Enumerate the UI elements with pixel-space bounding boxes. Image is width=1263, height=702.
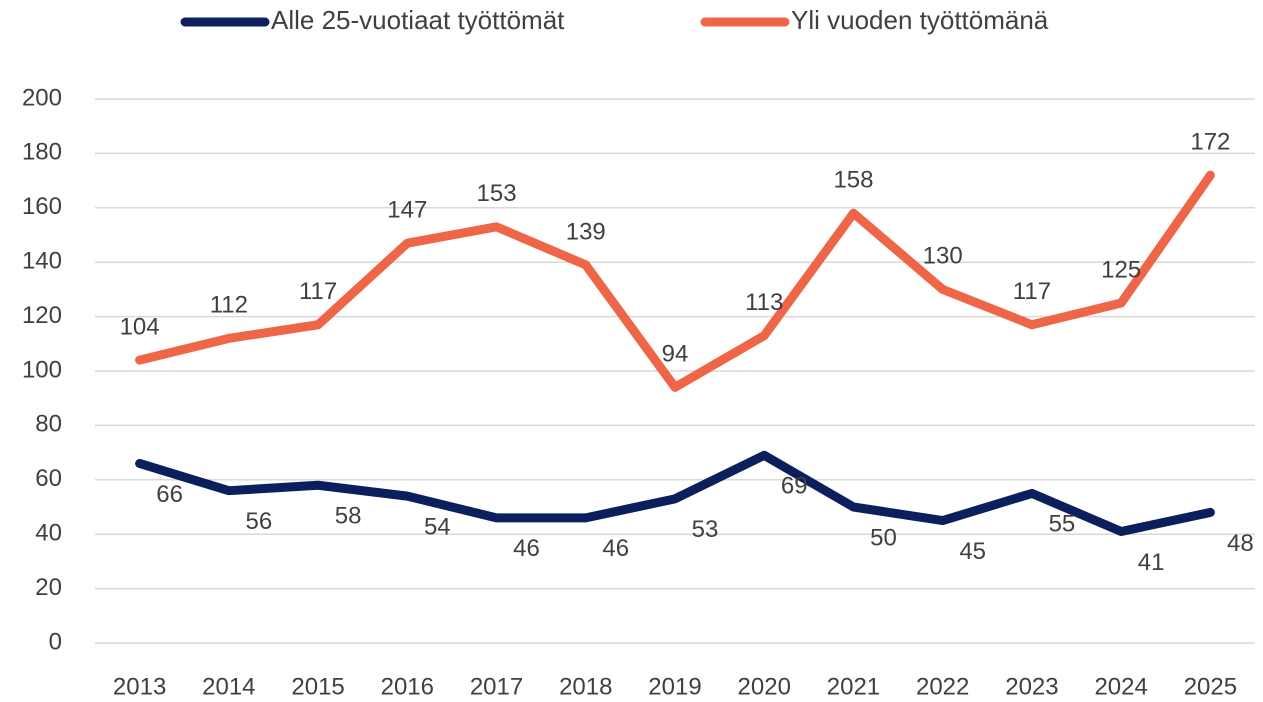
data-label: 130 xyxy=(923,243,963,270)
data-label: 66 xyxy=(156,481,183,508)
x-tick-label: 2015 xyxy=(291,673,344,700)
y-tick-label: 60 xyxy=(35,465,62,492)
data-label: 147 xyxy=(387,197,427,224)
y-tick-label: 20 xyxy=(35,574,62,601)
data-label: 139 xyxy=(566,218,606,245)
data-label: 46 xyxy=(513,535,540,562)
x-tick-label: 2013 xyxy=(113,673,166,700)
x-tick-label: 2018 xyxy=(559,673,612,700)
data-label: 172 xyxy=(1190,129,1230,156)
y-tick-label: 80 xyxy=(35,411,62,438)
data-label: 125 xyxy=(1101,256,1141,283)
y-tick-label: 120 xyxy=(22,302,62,329)
data-label: 117 xyxy=(299,278,337,305)
x-tick-label: 2025 xyxy=(1184,673,1237,700)
x-tick-label: 2021 xyxy=(827,673,880,700)
data-label: 112 xyxy=(210,292,248,319)
data-label: 48 xyxy=(1227,530,1254,557)
data-label: 113 xyxy=(745,289,783,316)
x-tick-label: 2020 xyxy=(738,673,791,700)
data-label: 153 xyxy=(477,180,517,207)
data-label: 45 xyxy=(959,538,986,565)
x-tick-label: 2014 xyxy=(202,673,255,700)
data-label: 53 xyxy=(692,516,719,543)
data-label: 158 xyxy=(833,167,873,194)
y-tick-label: 180 xyxy=(22,139,62,166)
data-label: 46 xyxy=(602,535,629,562)
legend-label: Alle 25-vuotiaat työttömät xyxy=(271,5,565,35)
data-label: 117 xyxy=(1013,278,1051,305)
x-tick-label: 2019 xyxy=(648,673,701,700)
y-tick-label: 0 xyxy=(49,628,62,655)
x-tick-label: 2017 xyxy=(470,673,523,700)
data-label: 58 xyxy=(335,503,362,530)
y-tick-label: 140 xyxy=(22,248,62,275)
data-label: 50 xyxy=(870,524,897,551)
data-label: 55 xyxy=(1049,511,1076,538)
data-label: 54 xyxy=(424,513,451,540)
data-label: 69 xyxy=(781,473,808,500)
x-tick-label: 2024 xyxy=(1094,673,1147,700)
x-tick-label: 2022 xyxy=(916,673,969,700)
x-tick-label: 2016 xyxy=(381,673,434,700)
legend-label: Yli vuoden työttömänä xyxy=(791,5,1049,35)
y-tick-label: 200 xyxy=(22,84,62,111)
data-label: 41 xyxy=(1138,549,1165,576)
series-line xyxy=(135,450,1215,536)
data-label: 94 xyxy=(662,341,689,368)
y-tick-label: 40 xyxy=(35,520,62,547)
data-label: 56 xyxy=(245,508,272,535)
data-label: 104 xyxy=(120,313,160,340)
y-tick-label: 160 xyxy=(22,193,62,220)
y-tick-label: 100 xyxy=(22,356,62,383)
x-tick-label: 2023 xyxy=(1005,673,1058,700)
series-line xyxy=(135,170,1215,392)
